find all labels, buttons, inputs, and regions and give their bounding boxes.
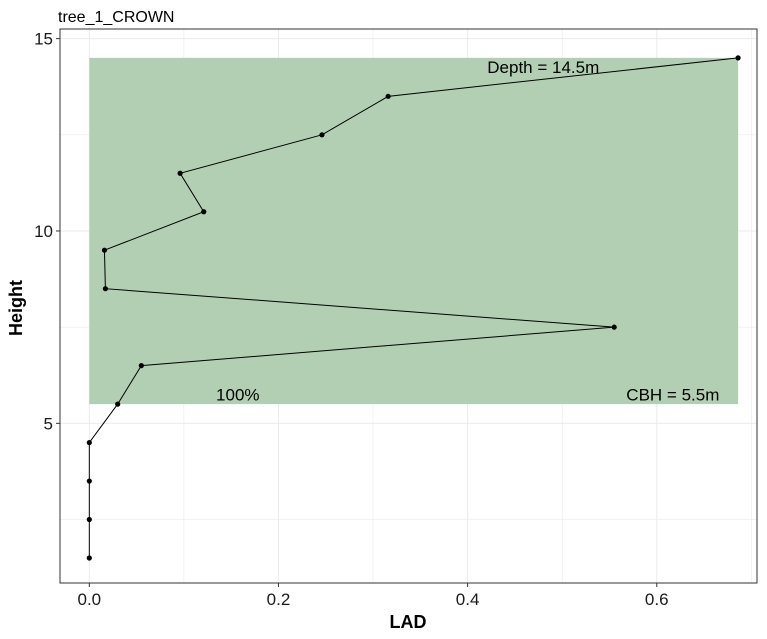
y-axis-title: Height bbox=[6, 280, 26, 336]
data-point bbox=[86, 516, 92, 523]
annotation-label: CBH = 5.5m bbox=[626, 385, 719, 404]
x-tick-label: 0.2 bbox=[267, 590, 291, 609]
data-point bbox=[101, 247, 108, 253]
data-points bbox=[86, 55, 741, 561]
axes: 0.0 0.2 0.4 0.6 5 10 15 bbox=[34, 30, 668, 609]
data-point bbox=[177, 170, 183, 176]
chart-title: tree_1_CROWN bbox=[58, 9, 174, 26]
annotation-label: 100% bbox=[216, 385, 259, 404]
data-point bbox=[138, 363, 144, 369]
x-axis-title: LAD bbox=[390, 612, 427, 632]
series-line bbox=[88, 57, 739, 558]
x-tick-label: 0.0 bbox=[77, 590, 101, 609]
y-tick-label: 5 bbox=[44, 414, 53, 433]
x-tick-label: 0.4 bbox=[456, 590, 480, 609]
data-point bbox=[735, 55, 741, 61]
data-point bbox=[611, 324, 617, 330]
data-point bbox=[86, 555, 92, 561]
data-point bbox=[86, 478, 92, 484]
x-tick-label: 0.6 bbox=[645, 590, 669, 609]
crown-region bbox=[89, 57, 739, 405]
annotations: Depth = 14.5m 100% CBH = 5.5m bbox=[216, 58, 719, 404]
y-tick-label: 15 bbox=[34, 30, 53, 49]
plot-border bbox=[59, 28, 758, 584]
annotation-label: Depth = 14.5m bbox=[487, 58, 599, 77]
data-point bbox=[86, 439, 92, 446]
data-point bbox=[102, 286, 108, 292]
data-point bbox=[385, 93, 391, 99]
data-point bbox=[201, 209, 207, 215]
data-point bbox=[319, 132, 325, 138]
data-point bbox=[115, 401, 121, 407]
y-tick-label: 10 bbox=[34, 222, 53, 241]
